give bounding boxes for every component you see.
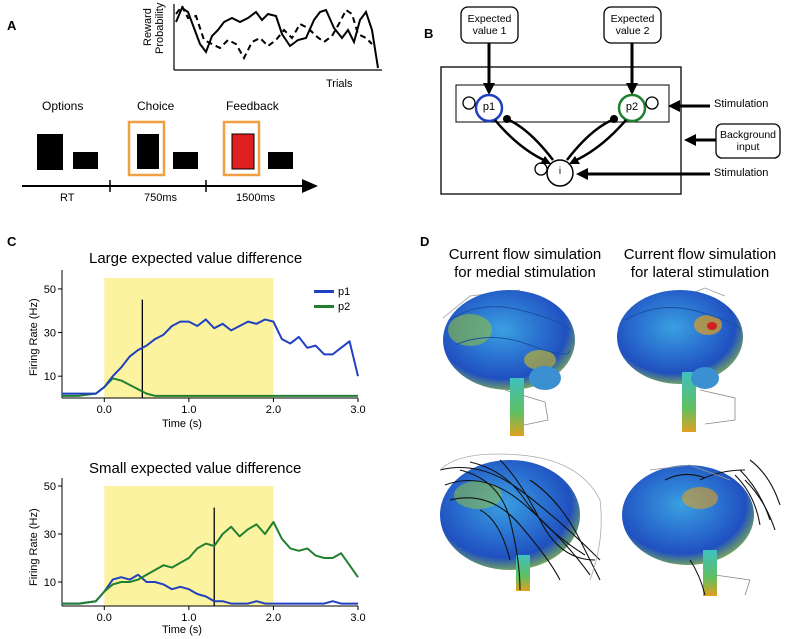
- phase-duration-feedback: 1500ms: [236, 192, 276, 204]
- reward-xlabel: Trials: [326, 78, 353, 90]
- legend-label-p2: p2: [338, 300, 351, 313]
- title-lateral: Current flow simulation for lateral stim…: [610, 246, 790, 282]
- legend-swatch-p1: [314, 290, 334, 293]
- chart-2-ytick-label-0: 10: [44, 577, 56, 589]
- network-inner-box: [455, 84, 670, 123]
- ev1-line2: value 1: [472, 25, 507, 37]
- phase-duration-rt: RT: [60, 192, 75, 204]
- chart-1-title: Large expected value difference: [89, 250, 303, 267]
- chart-1-shaded-interval: [104, 278, 274, 398]
- pool-p1-circle: [474, 93, 504, 123]
- background-line1: Background: [719, 129, 777, 141]
- chart-1-ytick-label-1: 30: [44, 328, 56, 340]
- brain-medial-bottom: [439, 453, 602, 591]
- choice-highlight-box: [127, 120, 166, 177]
- stimulation-top-label: Stimulation: [714, 98, 769, 110]
- title-medial-line2: for medial stimulation: [454, 264, 596, 281]
- feedback-rect-small: [268, 152, 293, 169]
- chart-1-legend: p1 p2: [314, 284, 350, 314]
- chart-2-xtick-label-2: 2.0: [266, 612, 281, 624]
- panel-letter-d: D: [420, 234, 430, 249]
- brain-lateral-bottom: [622, 459, 781, 596]
- chart-1-ytick-label-2: 50: [44, 284, 56, 296]
- legend-item-p2: p2: [314, 299, 350, 314]
- brain-medial-top: [442, 289, 575, 436]
- stimulation-bottom-label: Stimulation: [714, 167, 769, 179]
- option-rect-small: [73, 152, 98, 169]
- pool-i-circle: [546, 159, 574, 187]
- option-rect-large: [37, 134, 63, 170]
- panel-letter-b: B: [424, 26, 434, 41]
- chart-1-xtick-label-3: 3.0: [350, 404, 365, 416]
- background-input-label: Background input: [716, 129, 780, 153]
- legend-item-p1: p1: [314, 284, 350, 299]
- title-lateral-line2: for lateral stimulation: [630, 264, 770, 281]
- chart-1-xtick-label-2: 2.0: [266, 404, 281, 416]
- legend-label-p1: p1: [338, 285, 351, 298]
- chart-2-xtick-label-0: 0.0: [97, 612, 112, 624]
- chart-1-xlabel: Time (s): [162, 418, 202, 430]
- title-medial: Current flow simulation for medial stimu…: [435, 246, 615, 282]
- reward-line-solid: [175, 6, 379, 69]
- panel-letter-a: A: [7, 18, 17, 33]
- ev2-line2: value 2: [615, 25, 650, 37]
- expected-value-2-label: Expected value 2: [604, 13, 661, 37]
- chart-2-title: Small expected value difference: [89, 460, 302, 477]
- chart-2-ytick-label-2: 50: [44, 481, 56, 493]
- timeline-arrowhead: [302, 179, 318, 193]
- phase-label-feedback: Feedback: [226, 99, 279, 113]
- legend-swatch-p2: [314, 305, 334, 308]
- choice-rect-small: [173, 152, 198, 169]
- chart-1-xtick-label-0: 0.0: [97, 404, 112, 416]
- background-line2: input: [736, 141, 760, 153]
- feedback-highlight-box: [222, 120, 261, 177]
- panel-letter-c: C: [7, 234, 17, 249]
- chart-2-shaded-interval: [104, 486, 274, 606]
- chart-1-ytick-label-0: 10: [44, 371, 56, 383]
- brain-lateral-top: [617, 287, 743, 432]
- chart-1-series-p2: [62, 377, 358, 397]
- chart-2-xlabel: Time (s): [162, 624, 202, 636]
- chart-2-series-p2: [62, 521, 359, 605]
- phase-duration-choice: 750ms: [144, 192, 178, 204]
- phase-label-choice: Choice: [137, 99, 175, 113]
- ev1-line1: Expected: [467, 13, 512, 25]
- chart-2-xtick-label-1: 1.0: [181, 612, 196, 624]
- reward-line-dashed: [175, 4, 373, 61]
- chart-2-xtick-label-3: 3.0: [350, 612, 365, 624]
- chart-2-series-p1: [62, 573, 358, 605]
- title-medial-line1: Current flow simulation: [448, 246, 602, 263]
- chart-2-ytick-label-1: 30: [44, 529, 56, 541]
- expected-value-1-label: Expected value 1: [461, 13, 518, 37]
- ev2-line1: Expected: [610, 13, 655, 25]
- feedback-rect-red: [231, 133, 255, 170]
- chart-1-xtick-label-1: 1.0: [181, 404, 196, 416]
- pool-p2-circle: [617, 93, 647, 123]
- title-lateral-line1: Current flow simulation: [623, 246, 777, 263]
- pool-p2-label: p2: [625, 101, 639, 113]
- chart-1-series-p1: [62, 318, 359, 395]
- choice-rect-large: [137, 134, 159, 169]
- phase-label-options: Options: [42, 99, 84, 113]
- network-outer-box: [440, 66, 682, 195]
- pool-i-label: i: [558, 166, 562, 177]
- pool-p1-label: p1: [482, 101, 496, 113]
